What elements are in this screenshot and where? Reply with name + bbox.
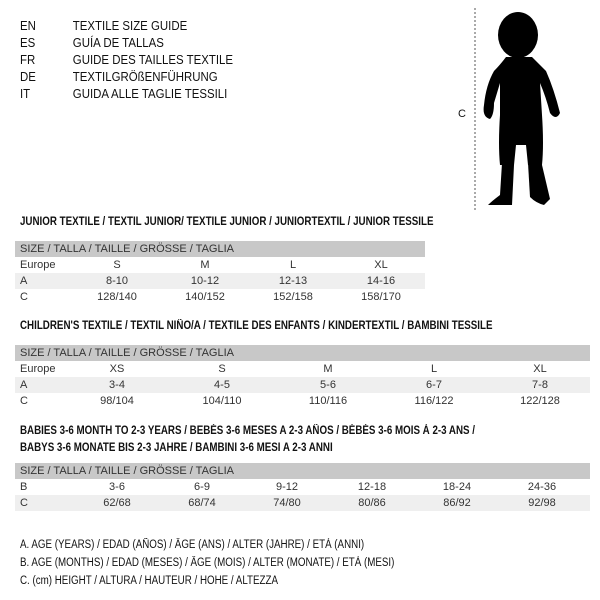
babies-size-table: SIZE / TALLA / TAILLE / GRÖSSE / TAGLIA B… — [15, 463, 590, 511]
table-cell: 14-16 — [366, 275, 396, 287]
table-cell: 24-36 — [527, 481, 557, 493]
table-row: C 98/104 104/110 110/116 116/122 122/128 — [15, 393, 590, 409]
table-cell: 8-10 — [105, 275, 129, 287]
language-code: FR — [20, 52, 36, 67]
row-label: A — [20, 379, 28, 391]
table-cell: 80/86 — [358, 497, 386, 509]
table-cell: 12-18 — [357, 481, 387, 493]
row-label: C — [20, 395, 28, 407]
legend-c: C. (cm) HEIGHT / ALTURA / HAUTEUR / HÖHE… — [20, 575, 278, 587]
table-cell: 140/152 — [185, 291, 225, 303]
legend-b: B. AGE (MONTHS) / EDAD (MESES) / ÂGE (MO… — [20, 557, 395, 569]
table-cell: 3-6 — [109, 481, 125, 493]
table-cell: 152/158 — [273, 291, 313, 303]
table-cell: 104/110 — [202, 395, 242, 407]
table-row: C 128/140 140/152 152/158 158/170 — [15, 289, 425, 305]
children-size-table: SIZE / TALLA / TAILLE / GRÖSSE / TAGLIA E… — [15, 345, 590, 409]
table-cell: 68/74 — [188, 497, 216, 509]
table-cell: XL — [533, 363, 547, 375]
table-cell: L — [430, 363, 438, 375]
table-cell: S — [218, 363, 226, 375]
children-title: CHILDREN'S TEXTILE / TEXTIL NIÑO/A / TEX… — [20, 320, 493, 332]
table-cell: M — [323, 363, 333, 375]
table-cell: 86/92 — [443, 497, 471, 509]
language-title: GUÍA DE TALLAS — [72, 35, 164, 50]
size-header: SIZE / TALLA / TAILLE / GRÖSSE / TAGLIA — [20, 465, 234, 477]
language-code: DE — [20, 69, 36, 84]
language-code: ES — [20, 35, 36, 50]
table-cell: L — [289, 259, 297, 271]
table-cell: 9-12 — [275, 481, 299, 493]
table-cell: 158/170 — [361, 291, 401, 303]
row-label: Europe — [20, 259, 56, 271]
table-cell: XL — [374, 259, 388, 271]
table-cell: 6-7 — [426, 379, 442, 391]
table-row: Europe S M L XL — [15, 257, 425, 273]
language-title: GUIDA ALLE TAGLIE TESSILI — [72, 86, 228, 101]
language-line: DE TEXTILGRÖßENFÜHRUNG — [20, 68, 218, 85]
table-header: SIZE / TALLA / TAILLE / GRÖSSE / TAGLIA — [15, 463, 590, 479]
row-label: Europe — [20, 363, 56, 375]
language-line: ES GUÍA DE TALLAS — [20, 34, 164, 51]
table-cell: 74/80 — [273, 497, 301, 509]
table-header: SIZE / TALLA / TAILLE / GRÖSSE / TAGLIA — [15, 345, 590, 361]
table-cell: 122/128 — [520, 395, 560, 407]
table-cell: S — [113, 259, 121, 271]
babies-title-1: BABIES 3-6 MONTH TO 2-3 YEARS / BEBÉS 3-… — [20, 425, 476, 437]
legend-a: A. AGE (YEARS) / EDAD (AÑOS) / ÂGE (ANS)… — [20, 539, 365, 551]
table-cell: 18-24 — [442, 481, 472, 493]
table-cell: 6-9 — [194, 481, 210, 493]
size-header: SIZE / TALLA / TAILLE / GRÖSSE / TAGLIA — [20, 347, 234, 359]
table-row: A 3-4 4-5 5-6 6-7 7-8 — [15, 377, 590, 393]
table-cell: M — [200, 259, 210, 271]
babies-title-2: BABYS 3-6 MONATE BIS 2-3 JAHRE / BAMBINI… — [20, 442, 333, 454]
language-title: TEXTILE SIZE GUIDE — [72, 18, 188, 33]
table-cell: XS — [109, 363, 125, 375]
table-header: SIZE / TALLA / TAILLE / GRÖSSE / TAGLIA — [15, 241, 425, 257]
language-line: IT GUIDA ALLE TAGLIE TESSILI — [20, 85, 227, 102]
table-row: Europe XS S M L XL — [15, 361, 590, 377]
table-cell: 12-13 — [278, 275, 308, 287]
table-cell: 3-4 — [109, 379, 125, 391]
language-title: TEXTILGRÖßENFÜHRUNG — [72, 69, 218, 84]
table-row: B 3-6 6-9 9-12 12-18 18-24 24-36 — [15, 479, 590, 495]
row-label: C — [20, 291, 28, 303]
table-row: C 62/68 68/74 74/80 80/86 86/92 92/98 — [15, 495, 590, 511]
table-cell: 62/68 — [103, 497, 131, 509]
table-cell: 110/116 — [308, 395, 348, 407]
table-row: A 8-10 10-12 12-13 14-16 — [15, 273, 425, 289]
language-line: FR GUIDE DES TAILLES TEXTILE — [20, 51, 233, 68]
table-cell: 116/122 — [414, 395, 454, 407]
language-code: IT — [20, 86, 31, 101]
table-cell: 92/98 — [528, 497, 556, 509]
child-silhouette-icon — [474, 8, 560, 210]
row-label: A — [20, 275, 28, 287]
junior-title: JUNIOR TEXTILE / TEXTIL JUNIOR/ TEXTILE … — [20, 216, 434, 228]
table-cell: 7-8 — [532, 379, 548, 391]
size-header: SIZE / TALLA / TAILLE / GRÖSSE / TAGLIA — [20, 243, 234, 255]
table-cell: 98/104 — [100, 395, 134, 407]
row-label: B — [20, 481, 28, 493]
table-cell: 5-6 — [320, 379, 336, 391]
junior-size-table: SIZE / TALLA / TAILLE / GRÖSSE / TAGLIA E… — [15, 241, 425, 305]
table-cell: 10-12 — [190, 275, 220, 287]
table-cell: 128/140 — [97, 291, 137, 303]
row-label: C — [20, 497, 28, 509]
height-label: C — [458, 108, 466, 120]
language-code: EN — [20, 18, 36, 33]
table-cell: 4-5 — [214, 379, 230, 391]
language-title: GUIDE DES TAILLES TEXTILE — [72, 52, 234, 67]
language-line: EN TEXTILE SIZE GUIDE — [20, 17, 187, 34]
